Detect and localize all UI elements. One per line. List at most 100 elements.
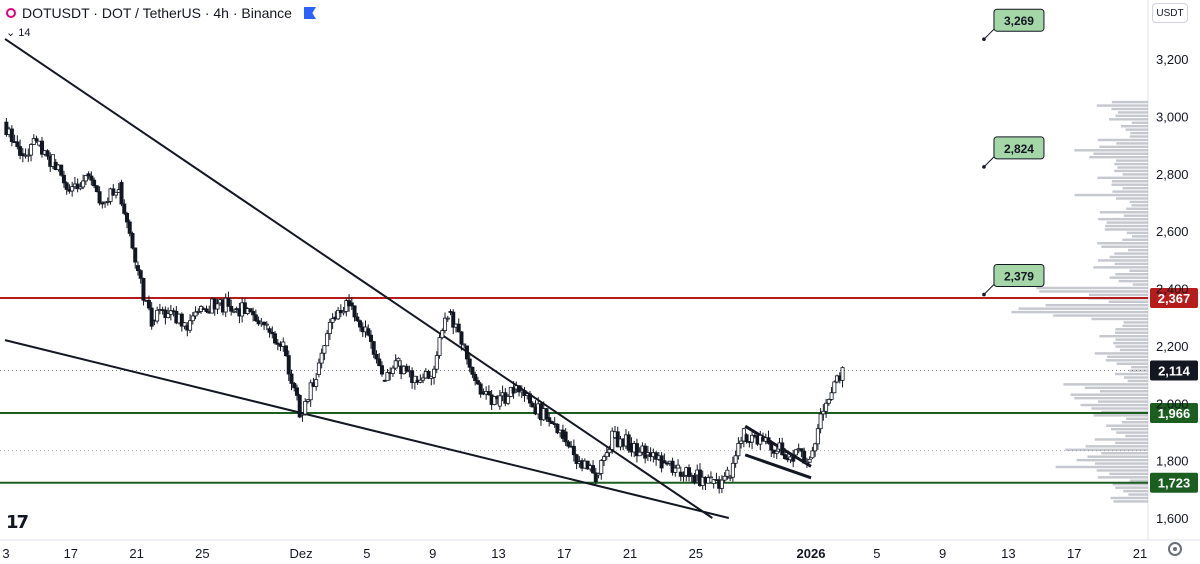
candle bbox=[251, 307, 256, 322]
candle-body bbox=[385, 372, 390, 382]
candle bbox=[379, 361, 384, 377]
chevron-down-icon[interactable]: ⌄ bbox=[6, 27, 16, 39]
candle bbox=[799, 448, 804, 458]
candle-body bbox=[281, 341, 286, 347]
candle-body bbox=[711, 479, 716, 484]
candle bbox=[273, 331, 278, 345]
candle bbox=[4, 117, 9, 137]
candle-body bbox=[412, 375, 417, 384]
candle-body bbox=[352, 305, 357, 318]
candle-body bbox=[78, 186, 83, 190]
volume-profile-bar bbox=[1113, 341, 1148, 345]
candle bbox=[127, 219, 132, 237]
candle-body bbox=[393, 360, 398, 369]
volume-profile-bar bbox=[1100, 390, 1148, 393]
candle bbox=[780, 437, 785, 456]
volume-profile-bar bbox=[1114, 331, 1148, 334]
candle bbox=[89, 171, 94, 186]
volume-profile-bar bbox=[1126, 231, 1148, 235]
currency-unit-button[interactable]: USDT bbox=[1152, 3, 1188, 23]
candle bbox=[591, 460, 596, 474]
candle bbox=[782, 448, 787, 460]
x-tick-label: 9 bbox=[939, 546, 946, 561]
candle bbox=[374, 350, 379, 364]
candle bbox=[459, 331, 464, 351]
candle-body bbox=[289, 373, 294, 384]
volume-profile-bar bbox=[1131, 365, 1148, 369]
candle-body bbox=[122, 203, 127, 214]
volume-profile-bar bbox=[1045, 303, 1148, 307]
candle bbox=[29, 143, 34, 162]
y-tick-label: 2,800 bbox=[1156, 167, 1189, 182]
candle-body bbox=[251, 311, 256, 316]
y-tick-label: 2,200 bbox=[1156, 339, 1189, 354]
candle bbox=[18, 139, 23, 160]
volume-profile-bar bbox=[1101, 410, 1148, 414]
candle bbox=[242, 298, 247, 315]
candle-body bbox=[4, 121, 9, 135]
candle-body bbox=[100, 202, 105, 205]
indicator-legend[interactable]: ⌄ 14 bbox=[6, 26, 30, 40]
candle bbox=[292, 381, 297, 392]
volume-profile-bar bbox=[1091, 317, 1148, 321]
volume-profile-bar bbox=[1097, 176, 1148, 180]
candle bbox=[26, 148, 31, 162]
candle-body bbox=[497, 395, 502, 407]
candle bbox=[752, 431, 757, 439]
volume-profile-bar bbox=[1093, 152, 1148, 155]
candle-body bbox=[166, 313, 171, 318]
candle-body bbox=[426, 371, 431, 379]
candle-body bbox=[604, 452, 609, 458]
x-tick-label: 9 bbox=[429, 546, 436, 561]
candle-body bbox=[769, 442, 774, 451]
candle bbox=[149, 302, 154, 330]
x-tick-label: 21 bbox=[623, 546, 637, 561]
candle-body bbox=[404, 365, 409, 372]
candle-body bbox=[179, 313, 184, 327]
candle-body bbox=[111, 188, 116, 196]
candle bbox=[637, 447, 642, 457]
candle-body bbox=[83, 175, 88, 182]
candle-body bbox=[231, 310, 236, 313]
volume-profile-bar bbox=[1011, 310, 1148, 314]
x-tick-label: 13 bbox=[1001, 546, 1015, 561]
candle-body bbox=[204, 308, 209, 312]
candle bbox=[517, 385, 522, 397]
candle-body bbox=[374, 353, 379, 360]
candle-body bbox=[511, 386, 516, 394]
candle-body bbox=[782, 454, 787, 459]
candle-body bbox=[681, 475, 686, 477]
candle bbox=[179, 312, 184, 332]
candle-body bbox=[34, 138, 39, 142]
flag-icon[interactable] bbox=[303, 7, 316, 19]
candle-body bbox=[517, 385, 522, 393]
candle-body bbox=[26, 154, 31, 157]
candle-body bbox=[396, 357, 401, 362]
candle-body bbox=[253, 314, 258, 322]
candle bbox=[141, 277, 146, 306]
volume-profile-bar bbox=[1097, 242, 1148, 245]
target-label-box bbox=[993, 264, 1045, 288]
candle bbox=[390, 365, 395, 377]
symbol-title[interactable]: DOTUSDT · DOT / TetherUS · 4h · Binance bbox=[22, 5, 292, 21]
candle bbox=[692, 472, 697, 485]
candle bbox=[426, 369, 431, 380]
candle-body bbox=[168, 310, 173, 315]
volume-profile-bar bbox=[1132, 235, 1148, 238]
candle bbox=[810, 446, 815, 460]
x-tick-label: 17 bbox=[557, 546, 571, 561]
volume-profile-bar bbox=[1097, 400, 1148, 403]
gear-icon[interactable] bbox=[1168, 542, 1182, 556]
target-label: 2,824 bbox=[1004, 142, 1034, 156]
candle bbox=[549, 420, 554, 424]
candle bbox=[818, 407, 823, 434]
candle bbox=[61, 170, 66, 188]
candle-body bbox=[75, 183, 80, 190]
candle-body bbox=[810, 450, 815, 459]
candle-body bbox=[86, 173, 91, 177]
volume-profile-bar bbox=[1116, 197, 1148, 200]
candle bbox=[744, 433, 749, 444]
candle bbox=[229, 299, 234, 316]
candle-body bbox=[804, 461, 809, 464]
